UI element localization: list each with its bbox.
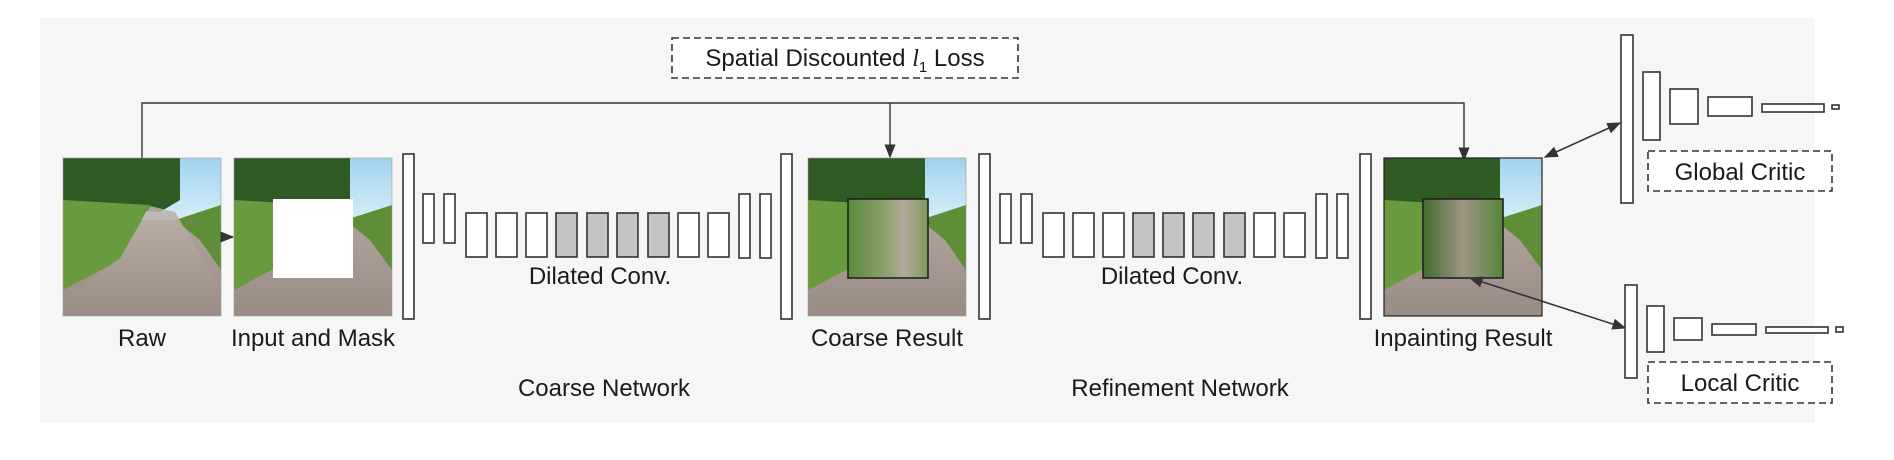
coarse-network-label: Coarse Network [518, 375, 691, 402]
coarse-result-image [807, 157, 967, 317]
local-critic-label: Local Critic [1681, 370, 1800, 397]
inpainting-result-label: Inpainting Result [1374, 325, 1553, 352]
dilated-conv-block [586, 212, 609, 258]
loss-feedback-lines [141, 102, 1470, 162]
refinement-network-label: Refinement Network [1071, 375, 1289, 402]
dilated-conv-block [616, 212, 639, 258]
loss-label: Spatial Discounted l1 Loss [705, 45, 984, 76]
input-mask-image [233, 157, 393, 317]
dilated-conv-block [1223, 212, 1246, 258]
coarse-result-label: Coarse Result [811, 325, 963, 352]
refinement-network: Dilated Conv. [978, 153, 1372, 320]
input-mask-label: Input and Mask [231, 325, 396, 352]
dilated-conv-block [555, 212, 578, 258]
coarse-dilated-label: Dilated Conv. [529, 263, 671, 290]
dilated-conv-block [1132, 212, 1155, 258]
refinement-dilated-label: Dilated Conv. [1101, 263, 1243, 290]
dilated-conv-block [1162, 212, 1185, 258]
local-critic: Local Critic [1468, 276, 1844, 404]
inpainting-result-image [1383, 157, 1543, 317]
raw-label: Raw [118, 325, 167, 352]
coarse-network: Dilated Conv. [402, 153, 793, 320]
global-critic-label: Global Critic [1675, 159, 1806, 186]
loss-box: Spatial Discounted l1 Loss [671, 37, 1019, 79]
raw-image [62, 157, 222, 317]
dilated-conv-block [1192, 212, 1215, 258]
dilated-conv-block [647, 212, 670, 258]
global-critic: Global Critic [1543, 34, 1840, 204]
mask-region [273, 199, 353, 278]
